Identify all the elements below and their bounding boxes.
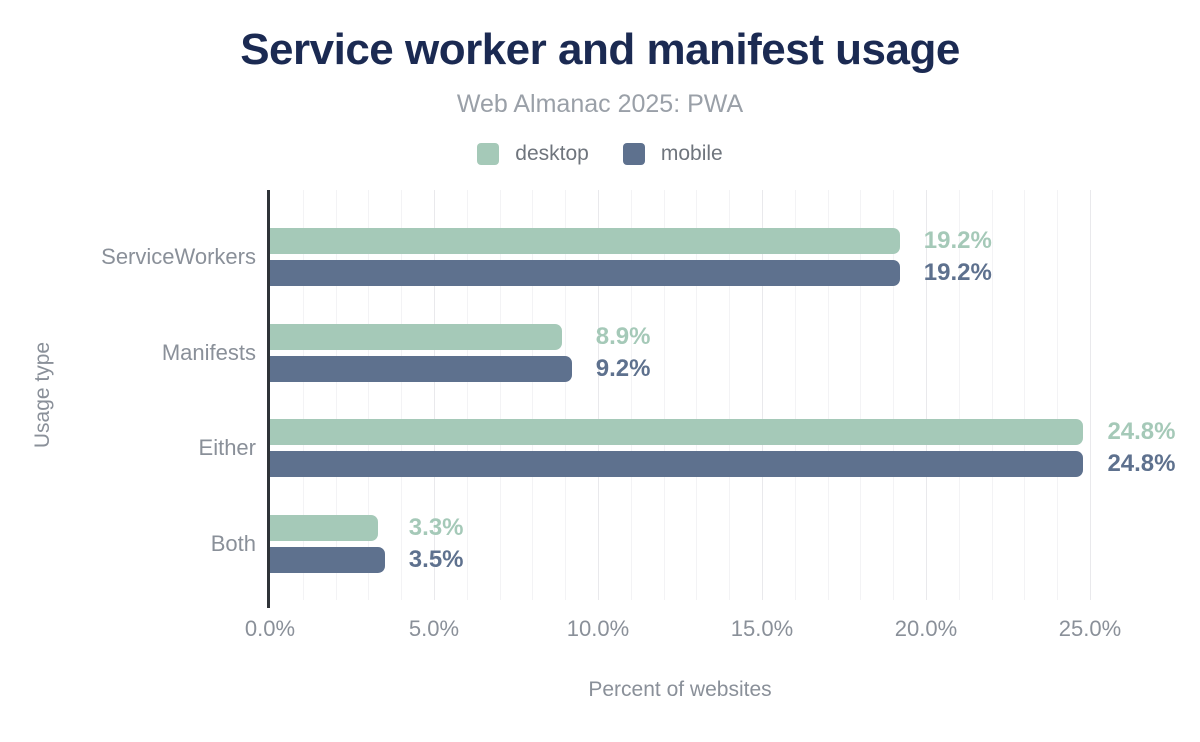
category-label: Either — [198, 435, 256, 461]
legend-label-mobile: mobile — [660, 142, 723, 165]
value-label-desktop: 24.8% — [1107, 418, 1176, 446]
gridline — [1057, 190, 1059, 600]
x-tick-label: 25.0% — [1058, 616, 1122, 641]
gridline — [565, 190, 567, 600]
bar-mobile-Both — [270, 547, 385, 574]
gridline — [729, 190, 731, 600]
gridline — [434, 190, 435, 600]
gridline — [598, 190, 599, 600]
x-tick-label: 20.0% — [894, 616, 958, 641]
bar-mobile-ServiceWorkers — [270, 260, 900, 286]
legend-item-desktop: desktop — [477, 142, 589, 166]
legend-label-desktop: desktop — [515, 142, 589, 165]
bar-desktop-Both — [270, 515, 379, 542]
x-tick-label: 0.0% — [244, 616, 296, 641]
gridline — [860, 190, 862, 600]
gridline — [1024, 190, 1026, 600]
x-tick-label: 10.0% — [566, 616, 630, 641]
chart-title: Service worker and manifest usage — [240, 25, 960, 74]
gridline — [1090, 190, 1091, 600]
gridline — [466, 190, 468, 600]
gridline — [958, 190, 960, 600]
value-label-mobile: 19.2% — [923, 259, 992, 286]
legend-swatch-desktop — [477, 143, 500, 165]
gridline — [368, 190, 370, 600]
gridline — [499, 190, 501, 600]
legend-item-mobile: mobile — [622, 142, 723, 166]
gridline — [532, 190, 534, 600]
x-tick-label: 15.0% — [730, 616, 794, 641]
gridline — [335, 190, 337, 600]
chart-subtitle: Web Almanac 2025: PWA — [456, 90, 744, 118]
x-tick-label: 5.0% — [408, 616, 460, 641]
bar-mobile-Manifests — [270, 355, 572, 382]
gridline — [630, 190, 632, 600]
value-label-mobile: 9.2% — [595, 354, 651, 382]
gridline — [401, 190, 403, 600]
gridline — [991, 190, 993, 600]
category-label: Manifests — [161, 339, 256, 365]
gridline — [827, 190, 829, 600]
category-label: Both — [210, 531, 256, 557]
legend-swatch-mobile — [622, 143, 645, 165]
value-label-desktop: 3.3% — [408, 514, 464, 542]
gridline — [302, 190, 304, 600]
bar-desktop-ServiceWorkers — [270, 228, 900, 254]
value-label-desktop: 19.2% — [923, 227, 992, 254]
gridline — [926, 190, 927, 600]
x-axis-title: Percent of websites — [588, 678, 772, 701]
category-label: ServiceWorkers — [101, 244, 256, 269]
value-label-mobile: 3.5% — [408, 546, 464, 574]
gridline — [893, 190, 895, 600]
gridline — [663, 190, 665, 600]
value-label-mobile: 24.8% — [1107, 450, 1176, 478]
value-label-desktop: 8.9% — [595, 322, 651, 350]
gridline — [762, 190, 763, 600]
bar-desktop-Either — [270, 419, 1084, 446]
gridline — [794, 190, 796, 600]
gridline — [696, 190, 698, 600]
bar-desktop-Manifests — [270, 323, 562, 350]
bar-mobile-Either — [270, 451, 1084, 478]
legend: desktop mobile — [0, 142, 1200, 166]
y-axis-line — [267, 190, 270, 608]
